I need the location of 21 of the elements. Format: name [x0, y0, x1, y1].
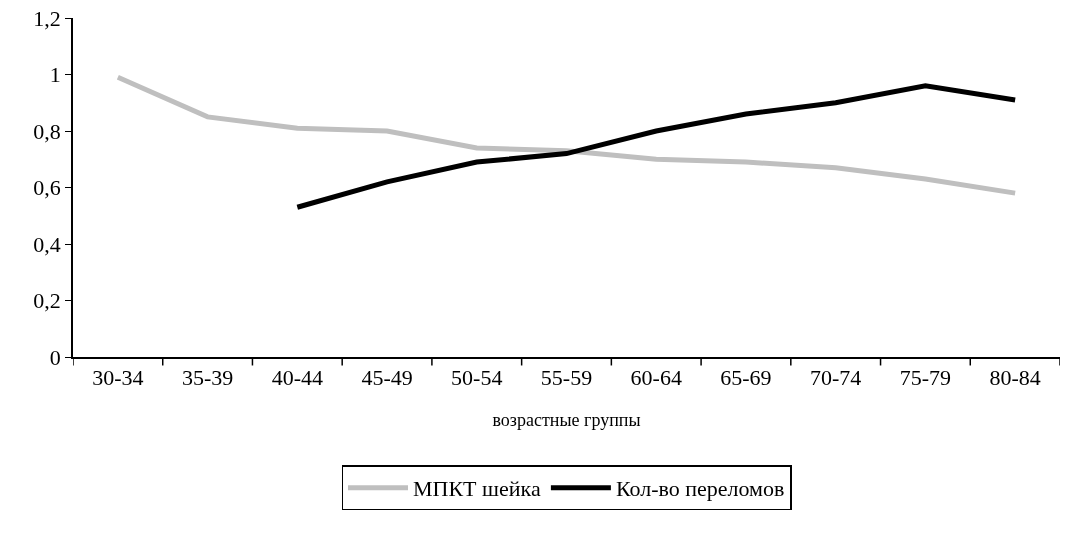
y-tick-label: 0,2	[33, 288, 61, 314]
y-tick-label: 0	[49, 344, 61, 370]
y-tick-label: 1,2	[33, 5, 61, 31]
y-tick-label: 1	[49, 62, 61, 88]
x-tick-label: 35-39	[181, 365, 234, 391]
x-tick-label: 70-74	[810, 365, 862, 391]
y-tick-label: 0,4	[33, 231, 61, 257]
x-tick-label: 55-59	[540, 365, 593, 391]
x-tick-label: 65-69	[720, 365, 772, 391]
y-tick-label: 0,6	[33, 175, 61, 201]
x-axis-title: возрастные группы	[492, 409, 641, 430]
x-tick-label: 30-34	[92, 365, 144, 391]
legend-label: МПКТ шейка	[413, 476, 541, 502]
x-tick-label: 75-79	[899, 365, 952, 391]
x-tick-label: 50-54	[451, 365, 503, 391]
x-tick-label: 40-44	[271, 365, 323, 391]
legend-label: Кол-во переломов	[615, 476, 785, 502]
x-tick-label: 80-84	[989, 365, 1041, 391]
y-tick-label: 0,8	[33, 118, 61, 144]
x-tick-label: 60-64	[630, 365, 682, 391]
x-tick-label: 45-49	[361, 365, 413, 391]
